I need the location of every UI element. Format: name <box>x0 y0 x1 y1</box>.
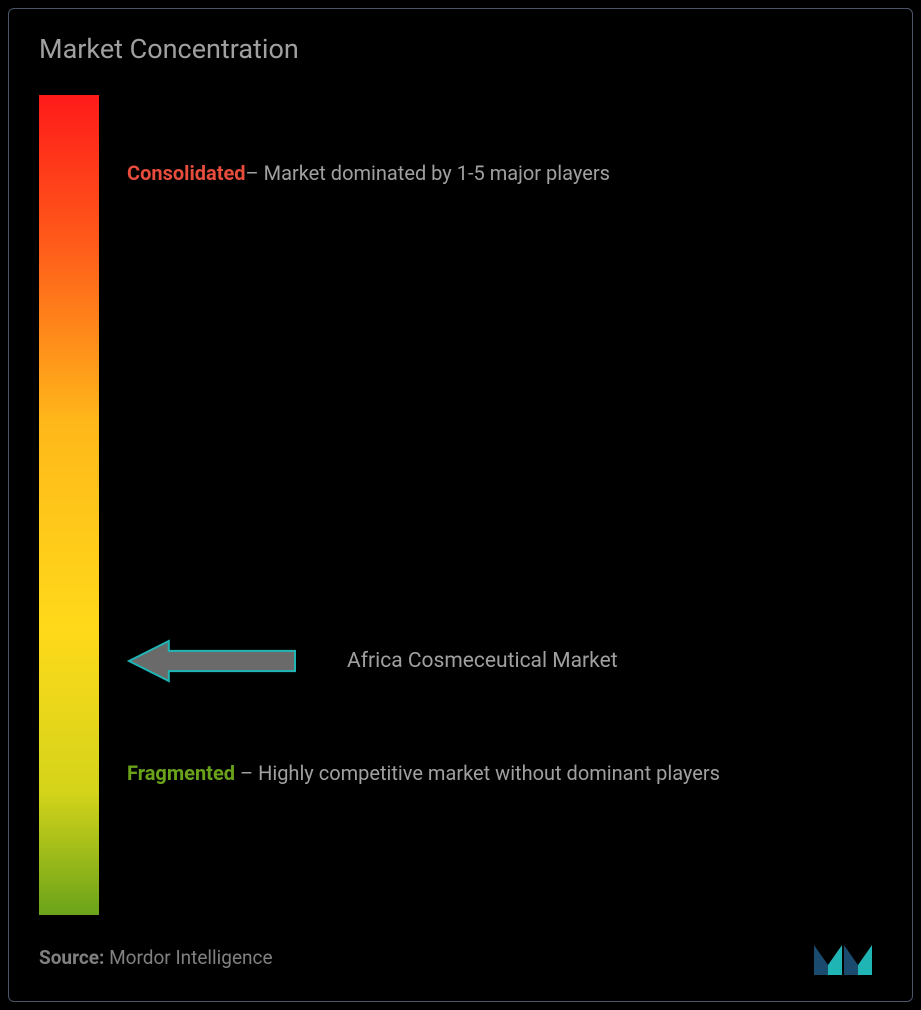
mordor-logo-icon <box>812 937 882 977</box>
market-marker: Africa Cosmeceutical Market <box>127 639 618 683</box>
chart-title: Market Concentration <box>39 33 882 65</box>
market-marker-label: Africa Cosmeceutical Market <box>347 649 618 673</box>
consolidated-label: Consolidated– Market dominated by 1-5 ma… <box>127 155 872 191</box>
chart-card: Market Concentration Consolidated– Marke… <box>8 8 913 1002</box>
chart-footer: Source: Mordor Intelligence <box>39 937 882 977</box>
arrow-icon <box>127 639 297 683</box>
fragmented-desc: – Highly competitive market without domi… <box>235 761 720 785</box>
concentration-gradient-bar <box>39 95 99 915</box>
labels-column: Consolidated– Market dominated by 1-5 ma… <box>127 95 882 915</box>
source-value: Mordor Intelligence <box>104 946 272 969</box>
fragmented-key: Fragmented <box>127 761 235 785</box>
left-arrow-icon <box>127 639 297 683</box>
consolidated-key: Consolidated <box>127 161 246 185</box>
consolidated-desc: – Market dominated by 1-5 major players <box>246 161 610 185</box>
fragmented-label: Fragmented – Highly competitive market w… <box>127 755 872 791</box>
source-text: Source: Mordor Intelligence <box>39 946 273 969</box>
chart-content: Consolidated– Market dominated by 1-5 ma… <box>39 95 882 915</box>
source-label: Source: <box>39 946 104 969</box>
